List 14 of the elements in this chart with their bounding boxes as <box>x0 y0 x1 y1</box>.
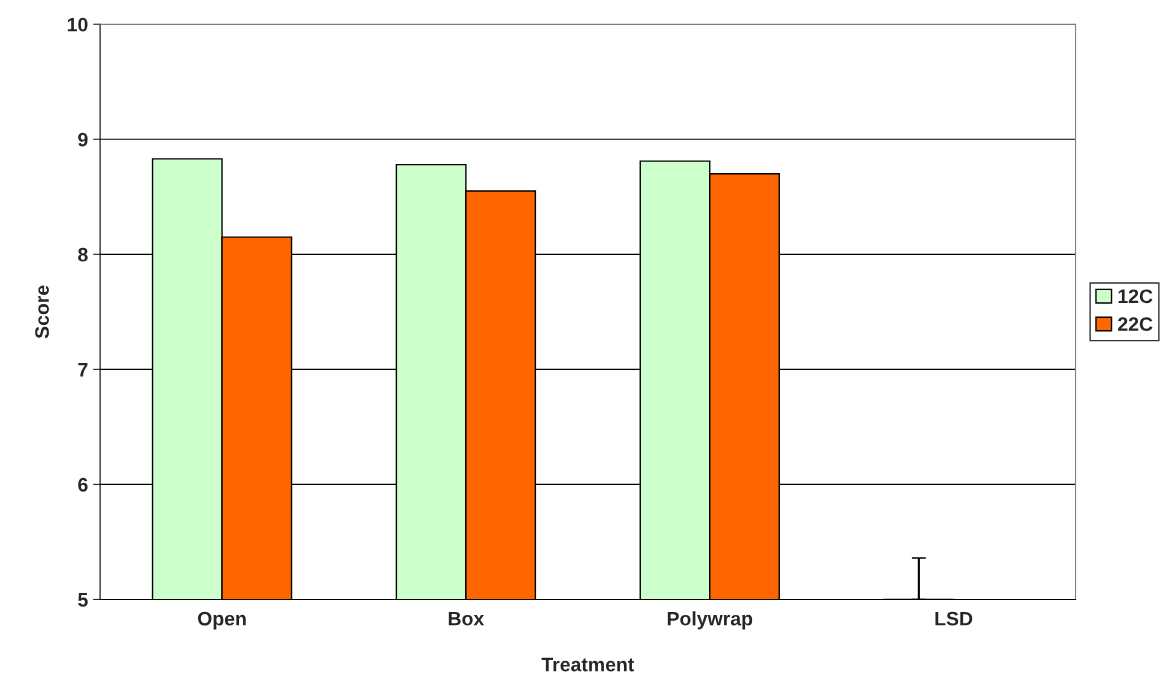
y-tick-label: 10 <box>67 17 88 32</box>
x-tick-label: Open <box>197 611 246 630</box>
y-tick-label: 9 <box>78 132 88 147</box>
x-tick-label: LSD <box>935 611 973 626</box>
x-tick-label: Polywrap <box>667 611 753 630</box>
y-tick-label: 5 <box>78 593 88 607</box>
x-tick-label: Box <box>448 611 485 626</box>
legend-label: 22C <box>1118 317 1153 331</box>
x-axis-title: Treatment <box>541 657 635 672</box>
y-tick-label: 7 <box>78 363 88 377</box>
y-tick-label: 8 <box>78 247 88 262</box>
legend-label: 12C <box>1118 289 1153 304</box>
y-axis-title: Score <box>35 285 49 339</box>
y-tick-label: 6 <box>78 477 88 492</box>
